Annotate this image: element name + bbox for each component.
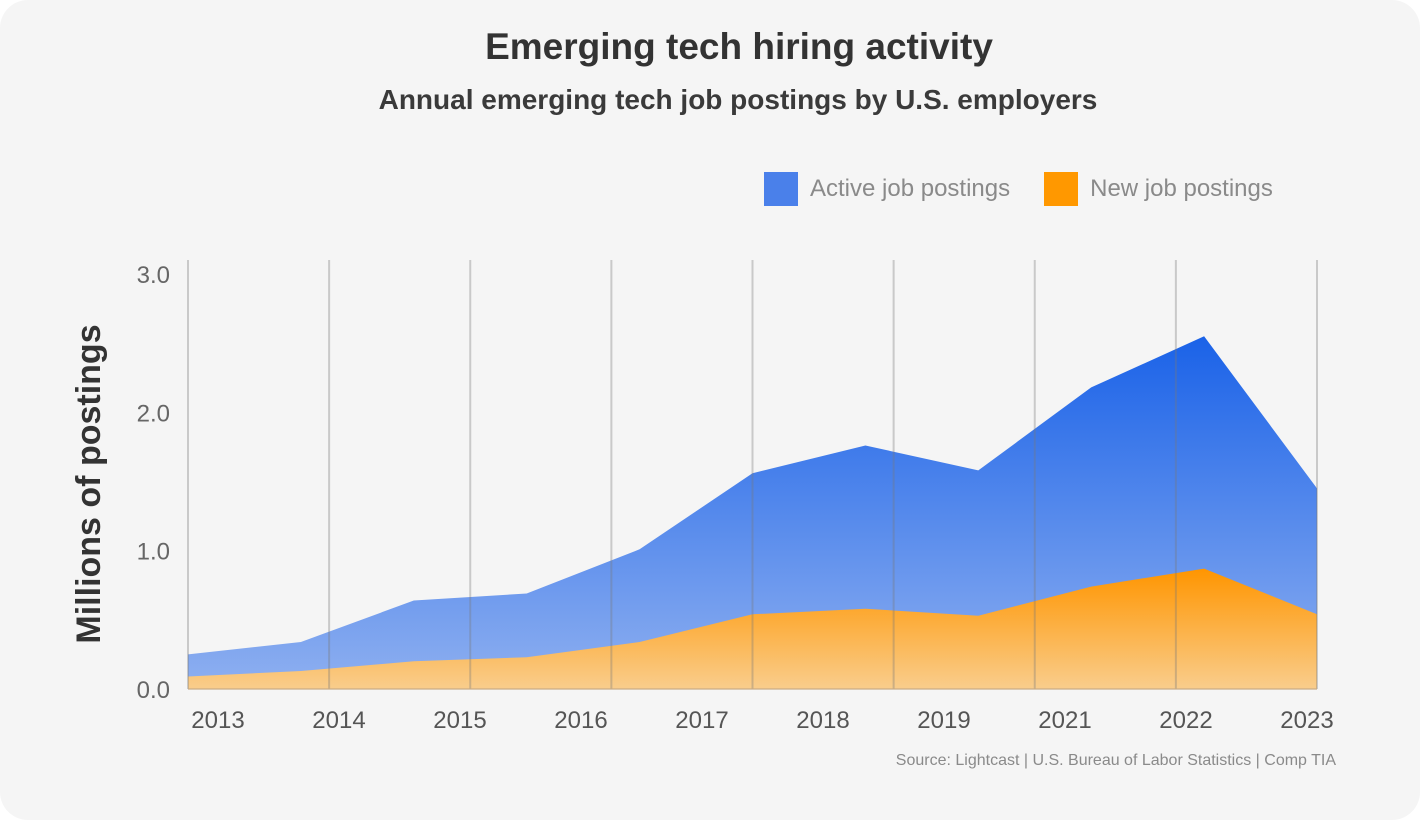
y-tick-label: 2.0 bbox=[137, 400, 170, 427]
x-tick-label: 2015 bbox=[433, 707, 486, 734]
x-tick-label: 2017 bbox=[675, 707, 728, 734]
x-tick-label: 2023 bbox=[1280, 707, 1333, 734]
legend: Active job postings New job postings bbox=[764, 172, 1307, 206]
y-axis-label: Millions of postings bbox=[70, 324, 108, 643]
legend-item-new: New job postings bbox=[1044, 172, 1273, 206]
legend-label-new: New job postings bbox=[1090, 175, 1273, 202]
y-tick-label: 3.0 bbox=[137, 262, 170, 289]
area-active-postings bbox=[188, 336, 1317, 689]
x-tick-label: 2013 bbox=[191, 707, 244, 734]
source-note: Source: Lightcast | U.S. Bureau of Labor… bbox=[895, 752, 1336, 769]
x-tick-label: 2018 bbox=[796, 707, 849, 734]
legend-swatch-new bbox=[1044, 172, 1079, 206]
chart-title: Emerging tech hiring activity bbox=[485, 26, 993, 67]
legend-label-active: Active job postings bbox=[810, 175, 1011, 202]
x-tick-label: 2016 bbox=[554, 707, 607, 734]
y-tick-label: 0.0 bbox=[137, 677, 170, 704]
chart-subtitle: Annual emerging tech job postings by U.S… bbox=[378, 84, 1098, 115]
area-new-postings bbox=[188, 568, 1317, 689]
legend-item-active: Active job postings bbox=[764, 172, 1010, 206]
x-tick-label: 2022 bbox=[1159, 707, 1212, 734]
x-tick-label: 2014 bbox=[312, 707, 365, 734]
legend-swatch-active bbox=[764, 172, 798, 206]
y-tick-label: 1.0 bbox=[137, 539, 170, 566]
x-tick-label: 2019 bbox=[917, 707, 970, 734]
x-tick-label: 2021 bbox=[1038, 707, 1091, 734]
